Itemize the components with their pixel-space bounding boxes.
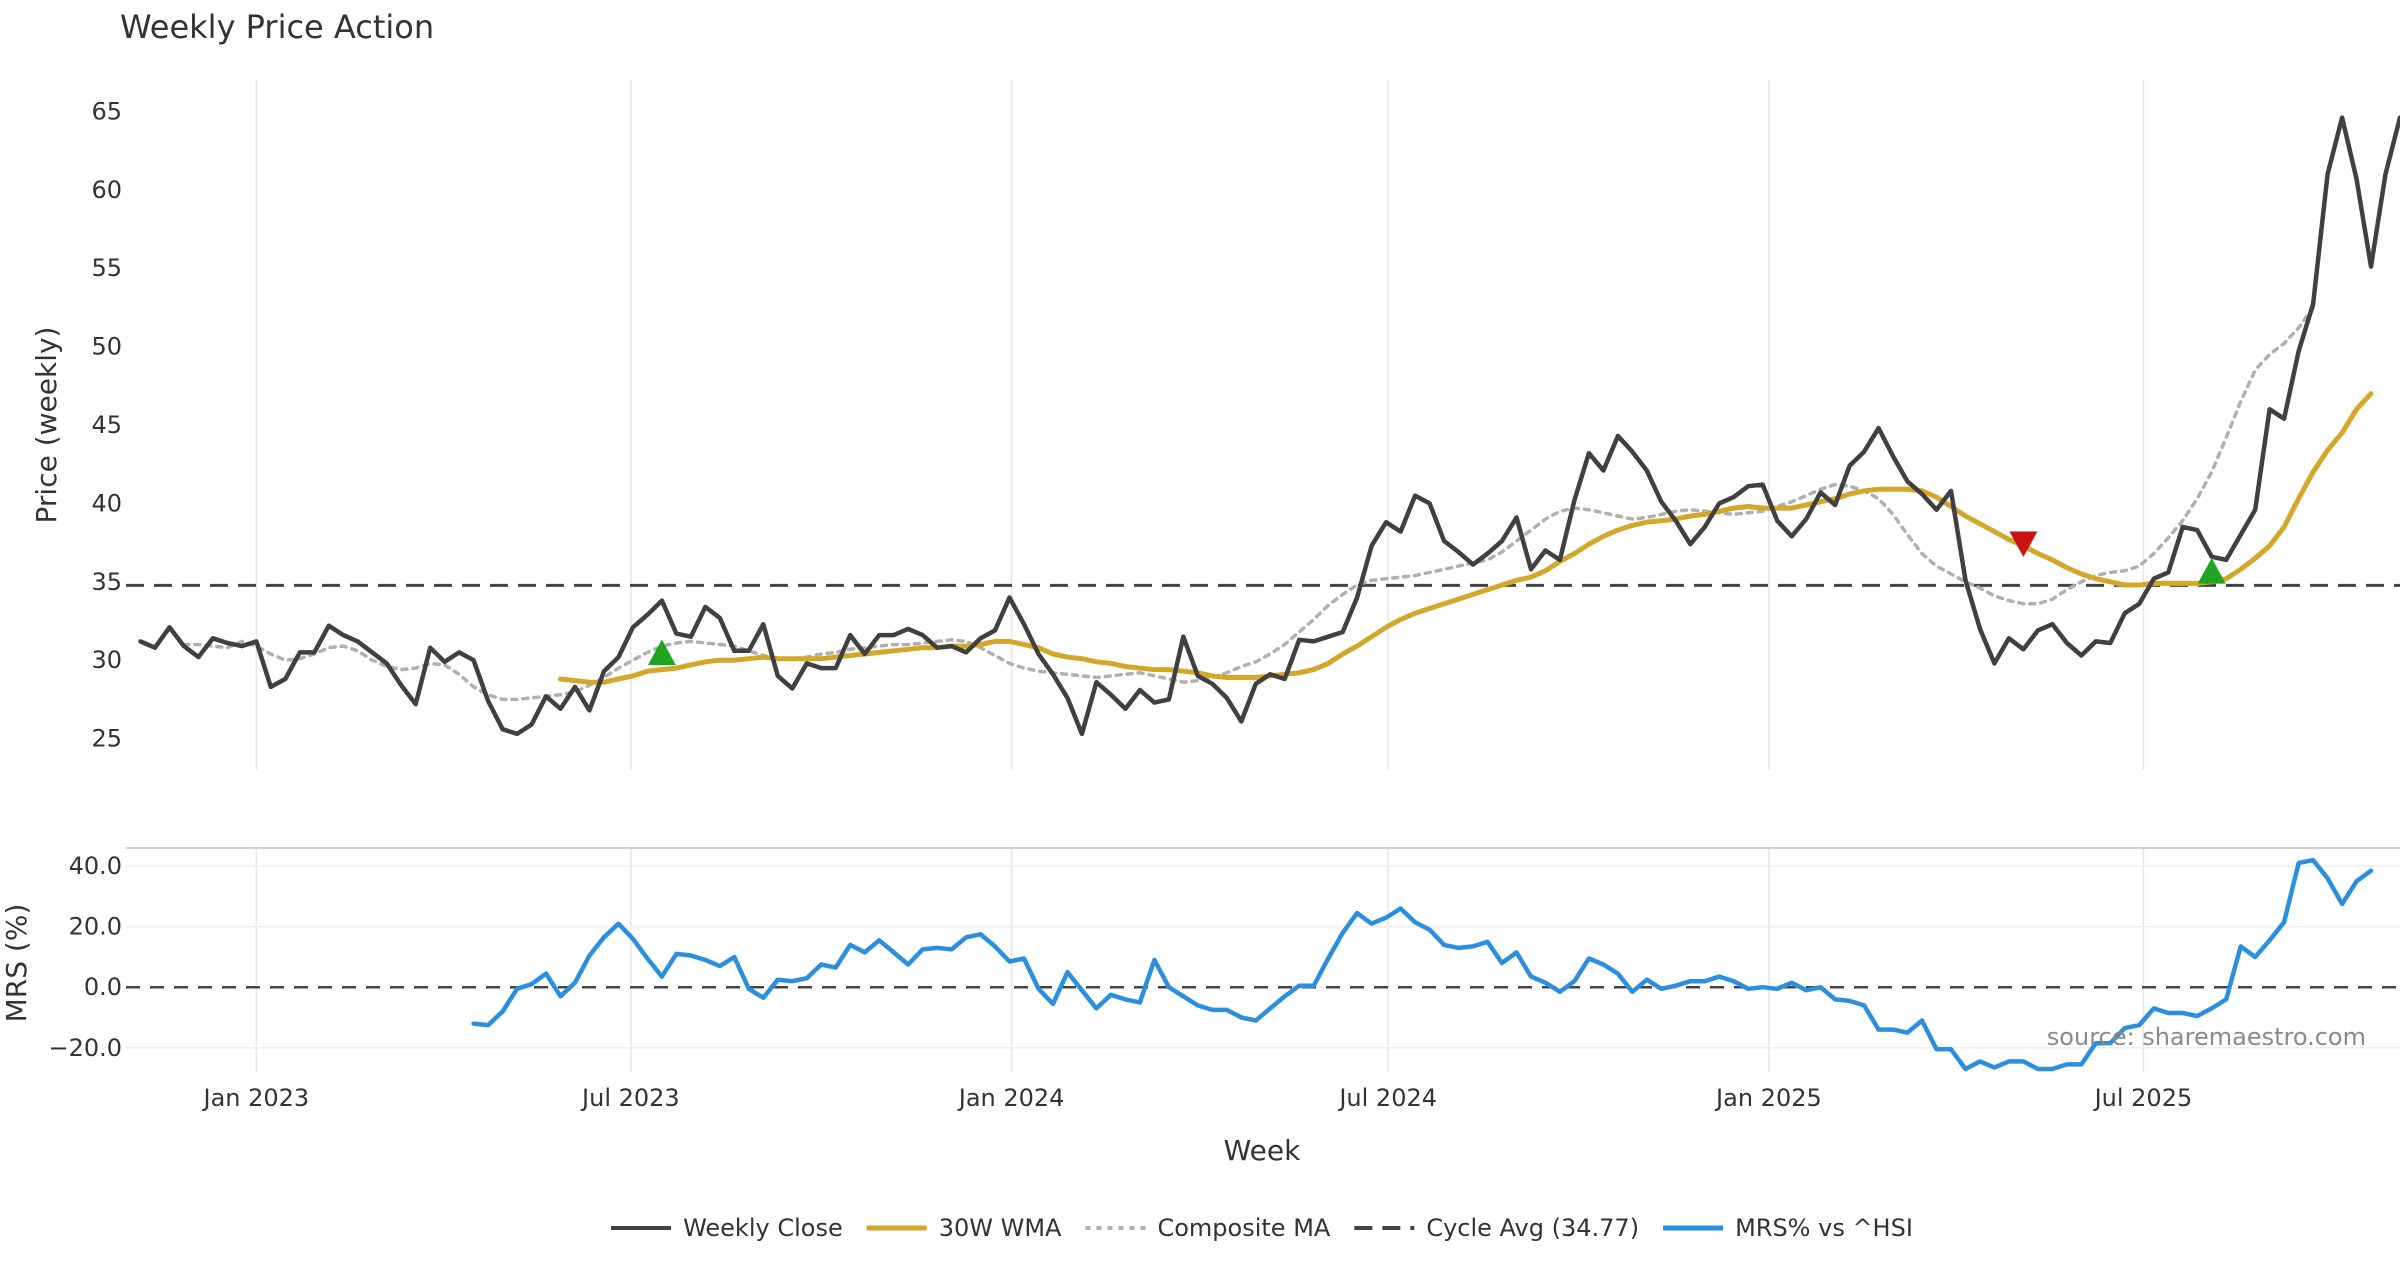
- x-tick-label: Jul 2024: [1337, 1084, 1437, 1112]
- mrs-axis-title: MRS (%): [0, 904, 33, 1023]
- price-tick-label: 60: [91, 176, 122, 204]
- legend-label: 30W WMA: [939, 1214, 1062, 1242]
- price-axis: 25 30 35 40 45 50 55 60 65: [91, 97, 122, 752]
- price-tick-label: 25: [91, 725, 122, 753]
- weekly-close-line: [141, 118, 2400, 734]
- price-tick-label: 55: [91, 254, 122, 282]
- mrs-tick-label: 20.0: [69, 913, 122, 941]
- x-axis-title: Week: [1224, 1134, 1301, 1167]
- legend-label: Composite MA: [1157, 1214, 1330, 1242]
- mrs-tick-label: −20.0: [48, 1034, 122, 1062]
- composite-ma-line: [184, 307, 2313, 699]
- legend-label: MRS% vs ^HSI: [1735, 1214, 1913, 1242]
- wma-30w-line: [561, 394, 2372, 683]
- x-axis: Jan 2023 Jul 2023 Jan 2024 Jul 2024 Jan 2025…: [202, 1084, 2193, 1112]
- mrs-axis: −20.0 0.0 20.0 40.0: [48, 852, 122, 1062]
- price-tick-label: 30: [91, 646, 122, 674]
- legend-label: Weekly Close: [683, 1214, 843, 1242]
- price-tick-label: 65: [91, 97, 122, 125]
- legend-label: Cycle Avg (34.77): [1426, 1214, 1639, 1242]
- chart-title: Weekly Price Action: [120, 8, 434, 46]
- buy-signal-marker: [648, 640, 676, 666]
- mrs-tick-label: 0.0: [84, 973, 122, 1001]
- price-tick-label: 35: [91, 568, 122, 596]
- x-tick-label: Jan 2025: [1714, 1084, 1822, 1112]
- x-tick-label: Jul 2023: [580, 1084, 680, 1112]
- x-tick-label: Jan 2023: [202, 1084, 310, 1112]
- buy-signal-marker: [2198, 558, 2226, 584]
- source-note: source: sharemaestro.com: [2047, 1023, 2366, 1051]
- price-tick-label: 50: [91, 333, 122, 361]
- legend: Weekly Close 30W WMA Composite MA Cycle Avg…: [611, 1214, 1913, 1242]
- x-tick-label: Jan 2024: [957, 1084, 1065, 1112]
- price-axis-title: Price (weekly): [30, 327, 63, 524]
- price-tick-label: 40: [91, 489, 122, 517]
- grid-layer: [126, 80, 2400, 1072]
- mrs-tick-label: 40.0: [69, 852, 122, 880]
- x-tick-label: Jul 2025: [2093, 1084, 2193, 1112]
- price-tick-label: 45: [91, 411, 122, 439]
